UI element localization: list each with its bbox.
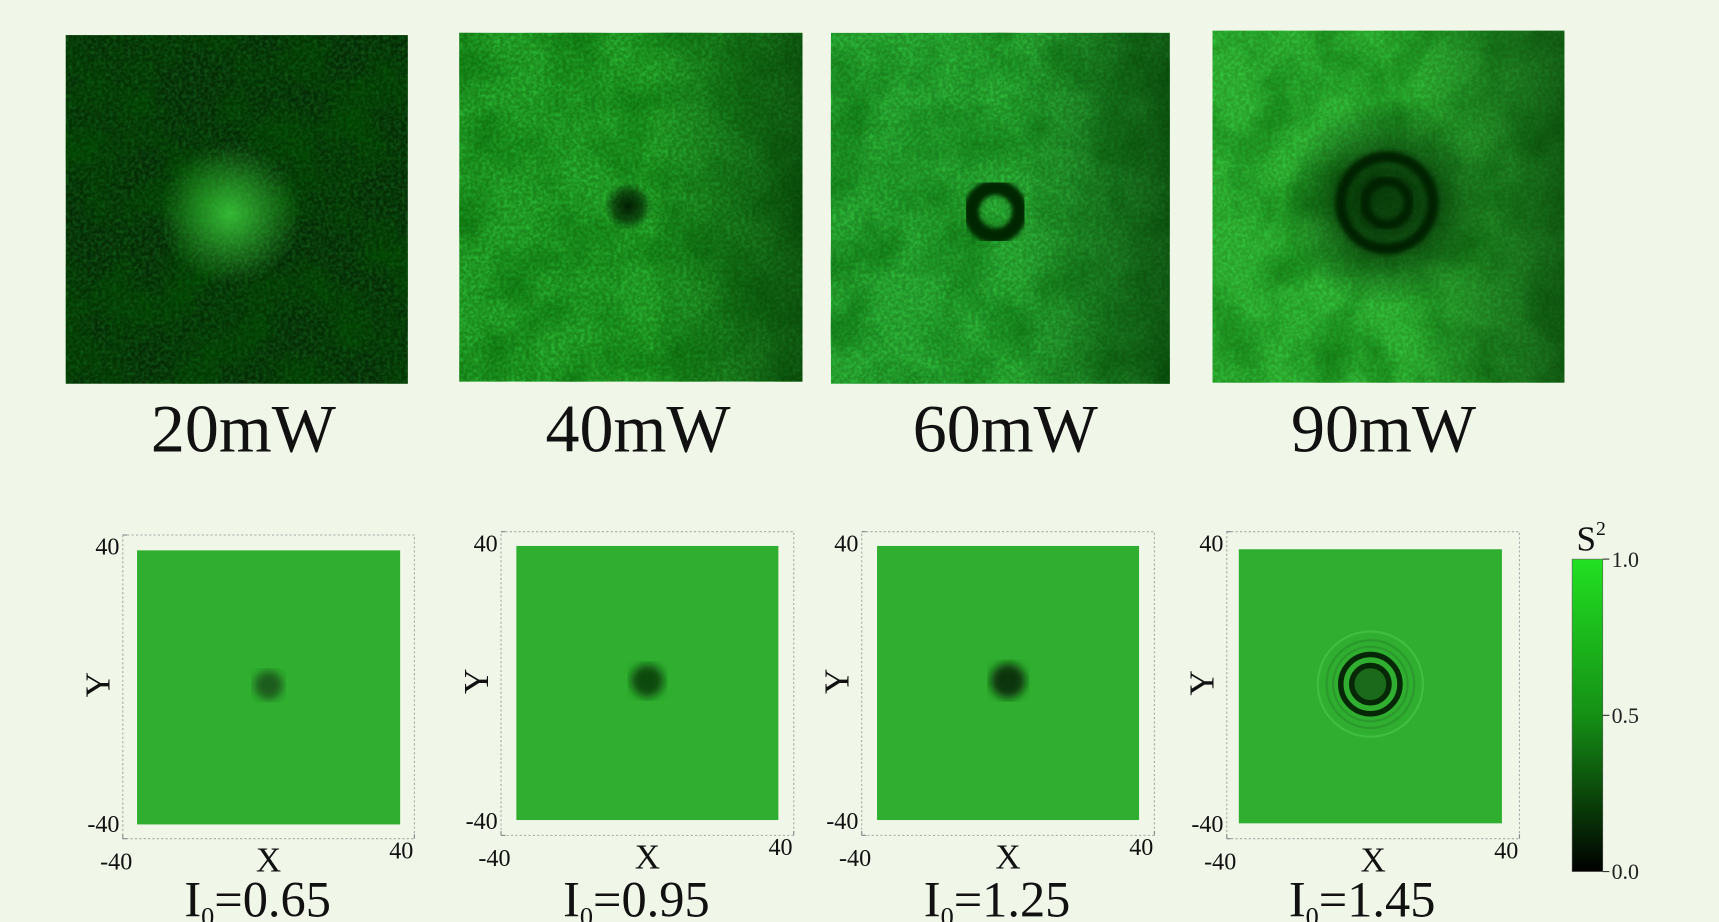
dark-ring [1359,175,1414,230]
x-axis-label: X [995,837,1020,876]
ripple [1316,630,1425,738]
x-tick-label: 40 [389,838,413,864]
dark-spot [990,663,1026,699]
caption-symbol: I [184,872,201,922]
colorbar-title-base: S [1576,519,1596,558]
caption-symbol: I [924,872,941,922]
power-label: 90mW [1291,391,1477,467]
caption-value: =1.25 [954,872,1071,922]
simulation-panel: -40 40 -40 40 X Y I0=1.25 [818,531,1155,922]
dark-ring [963,179,1028,244]
colorbar [1571,558,1604,872]
colorbar-tick-label: 0.5 [1612,703,1639,728]
power-label: 40mW [546,391,732,467]
ripple [1332,645,1409,723]
caption-subscript: 0 [580,902,593,922]
y-tick-label: 40 [95,535,119,561]
dark-spot [604,181,653,231]
panel-frame [122,534,415,840]
y-tick-label: -40 [466,809,498,835]
y-tick-label: 40 [834,531,858,557]
y-axis-label: Y [457,669,496,694]
ring [1338,651,1403,717]
panel-frame [861,531,1155,836]
colorbar-tick-label: 0.0 [1612,859,1639,884]
simulation-panel: -40 40 -40 40 X Y I0=1.45 [1183,531,1521,922]
x-tick-label: -40 [478,846,510,872]
y-axis-label: Y [79,672,118,697]
experiment-image [459,32,803,382]
caption-value: =0.65 [214,872,331,922]
dark-ring [1335,151,1439,255]
experiment-image [1212,30,1565,383]
dark-spot [630,664,664,698]
experiment-image [830,32,1170,384]
caption: I0=1.25 [924,872,1071,922]
panel-frame [1226,531,1521,840]
caption: I0=1.45 [1289,872,1436,922]
caption: I0=0.65 [184,872,331,922]
x-tick-label: 40 [769,835,793,861]
dark-halo [1282,98,1491,307]
colorbar-title-sup: 2 [1596,518,1606,540]
colorbar-tick-label: 1.0 [1612,547,1639,572]
x-tick-label: -40 [100,849,132,875]
panel-frame [500,531,795,836]
ripple [1325,639,1416,730]
y-tick-label: -40 [1191,812,1223,838]
colorbar-title: S2 [1576,518,1605,558]
caption-symbol: I [563,872,580,922]
y-tick-label: -40 [87,812,119,838]
caption-subscript: 0 [941,902,954,922]
y-tick-label: -40 [826,809,858,835]
caption: I0=0.95 [563,872,710,922]
dark-spot [254,670,283,700]
simulation-panel: -40 40 -40 40 X Y I0=0.95 [457,531,795,922]
y-axis-label: Y [1183,670,1222,695]
caption-subscript: 0 [1306,902,1319,922]
y-axis-label: Y [818,669,857,694]
experiment-image [65,35,408,384]
caption-value: =1.45 [1319,872,1436,922]
vignette [830,32,1170,384]
x-axis-label: X [1360,841,1385,880]
y-tick-label: 40 [1199,531,1223,557]
y-tick-label: 40 [474,531,498,557]
caption-symbol: I [1289,872,1306,922]
ring-inner [1348,662,1392,706]
x-tick-label: 40 [1494,838,1518,864]
x-tick-label: 40 [1129,835,1153,861]
beam-spot [158,142,302,286]
x-tick-label: -40 [839,846,871,872]
caption-subscript: 0 [201,902,214,922]
x-axis-label: X [256,841,281,880]
x-tick-label: -40 [1204,849,1236,875]
power-label: 60mW [913,391,1099,467]
power-label: 20mW [151,391,337,467]
x-axis-label: X [635,837,660,876]
simulation-panel: -40 40 -40 40 X Y I0=0.65 [79,534,415,922]
caption-value: =0.95 [593,872,710,922]
